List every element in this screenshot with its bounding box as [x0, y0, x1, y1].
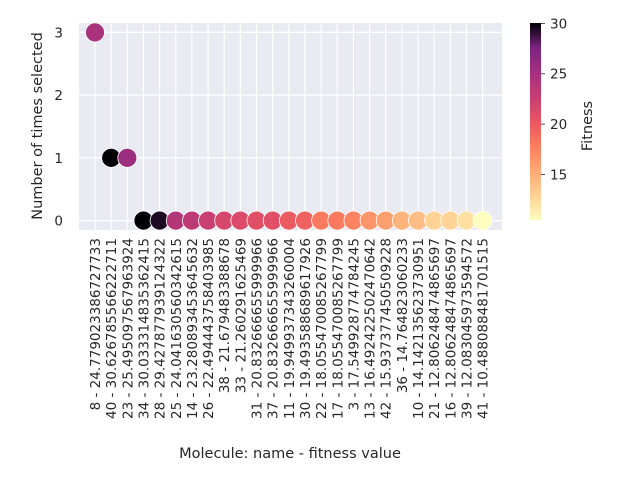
- data-point: [85, 22, 105, 43]
- x-tick-label: 11 - 19.949937343260004: [282, 238, 298, 419]
- gridlines: [79, 23, 502, 230]
- y-tick-label: 3: [54, 25, 63, 41]
- x-tick-label: 38 - 21.679483388678: [217, 238, 233, 393]
- y-tick-label: 2: [54, 88, 63, 104]
- x-axis-title: Molecule: name - fitness value: [179, 446, 401, 462]
- x-tick-label: 36 - 14.764823060233: [395, 238, 411, 393]
- colorbar-tick-label: 20: [550, 117, 567, 133]
- x-tick-label: 31 - 20.832666655999966: [250, 238, 266, 419]
- colorbar-label: Fitness: [580, 101, 596, 151]
- x-tick-label: 26 - 22.494443758403985: [201, 238, 217, 419]
- x-tick-label: 30 - 19.493588689617926: [298, 238, 314, 419]
- x-tick-label: 17 - 18.055470085267799: [330, 238, 346, 419]
- x-tick-label: 37 - 20.832666655999966: [266, 238, 282, 419]
- colorbar-ticks: 15 20 25 30: [541, 16, 567, 184]
- x-tick-label: 33 - 21.260291625469: [233, 238, 249, 393]
- data-point: [117, 147, 138, 168]
- x-tick-label: 10 - 14.142135623730951: [411, 238, 427, 419]
- y-tick-label: 0: [54, 214, 63, 230]
- x-tick-labels: 8 - 24.779023386727733 40 - 30.6267855662…: [88, 238, 492, 419]
- colorbar-tick-label: 25: [550, 67, 567, 83]
- colorbar-tick-label: 15: [550, 168, 567, 184]
- data-point: [472, 210, 493, 231]
- x-tick-label: 22 - 18.055470085267799: [314, 238, 330, 419]
- x-tick-label: 8 - 24.779023386727733: [88, 238, 104, 410]
- x-tick-label: 41 - 10.488088481701515: [476, 238, 492, 419]
- y-axis-title: Number of times selected: [30, 32, 46, 220]
- y-tick-label: 1: [54, 151, 63, 167]
- plot-background: [79, 23, 502, 230]
- colorbar: [530, 23, 541, 220]
- x-tick-label: 14 - 23.280893453645632: [185, 238, 201, 419]
- x-tick-label: 25 - 24.041630560342615: [169, 238, 185, 419]
- x-tick-label: 16 - 12.806248474865697: [443, 238, 459, 419]
- x-tick-label: 34 - 30.033314835362415: [136, 238, 152, 419]
- x-tick-label: 40 - 30.626785566222711: [104, 238, 120, 419]
- colorbar-tick-label: 30: [550, 16, 567, 32]
- x-tick-label: 23 - 25.495097567963924: [120, 238, 136, 419]
- y-tick-labels: 0 1 2 3: [54, 25, 63, 229]
- x-tick-label: 42 - 15.937377450509228: [379, 238, 395, 419]
- data-points: [85, 22, 493, 231]
- x-tick-label: 3 - 17.549928774784245: [346, 238, 362, 410]
- x-tick-label: 21 - 12.806248474865697: [427, 238, 443, 419]
- x-tick-label: 39 - 12.083045973594572: [459, 238, 475, 419]
- x-tick-label: 13 - 16.492422502470642: [363, 238, 379, 419]
- x-tick-label: 28 - 29.427877939124322: [153, 238, 169, 419]
